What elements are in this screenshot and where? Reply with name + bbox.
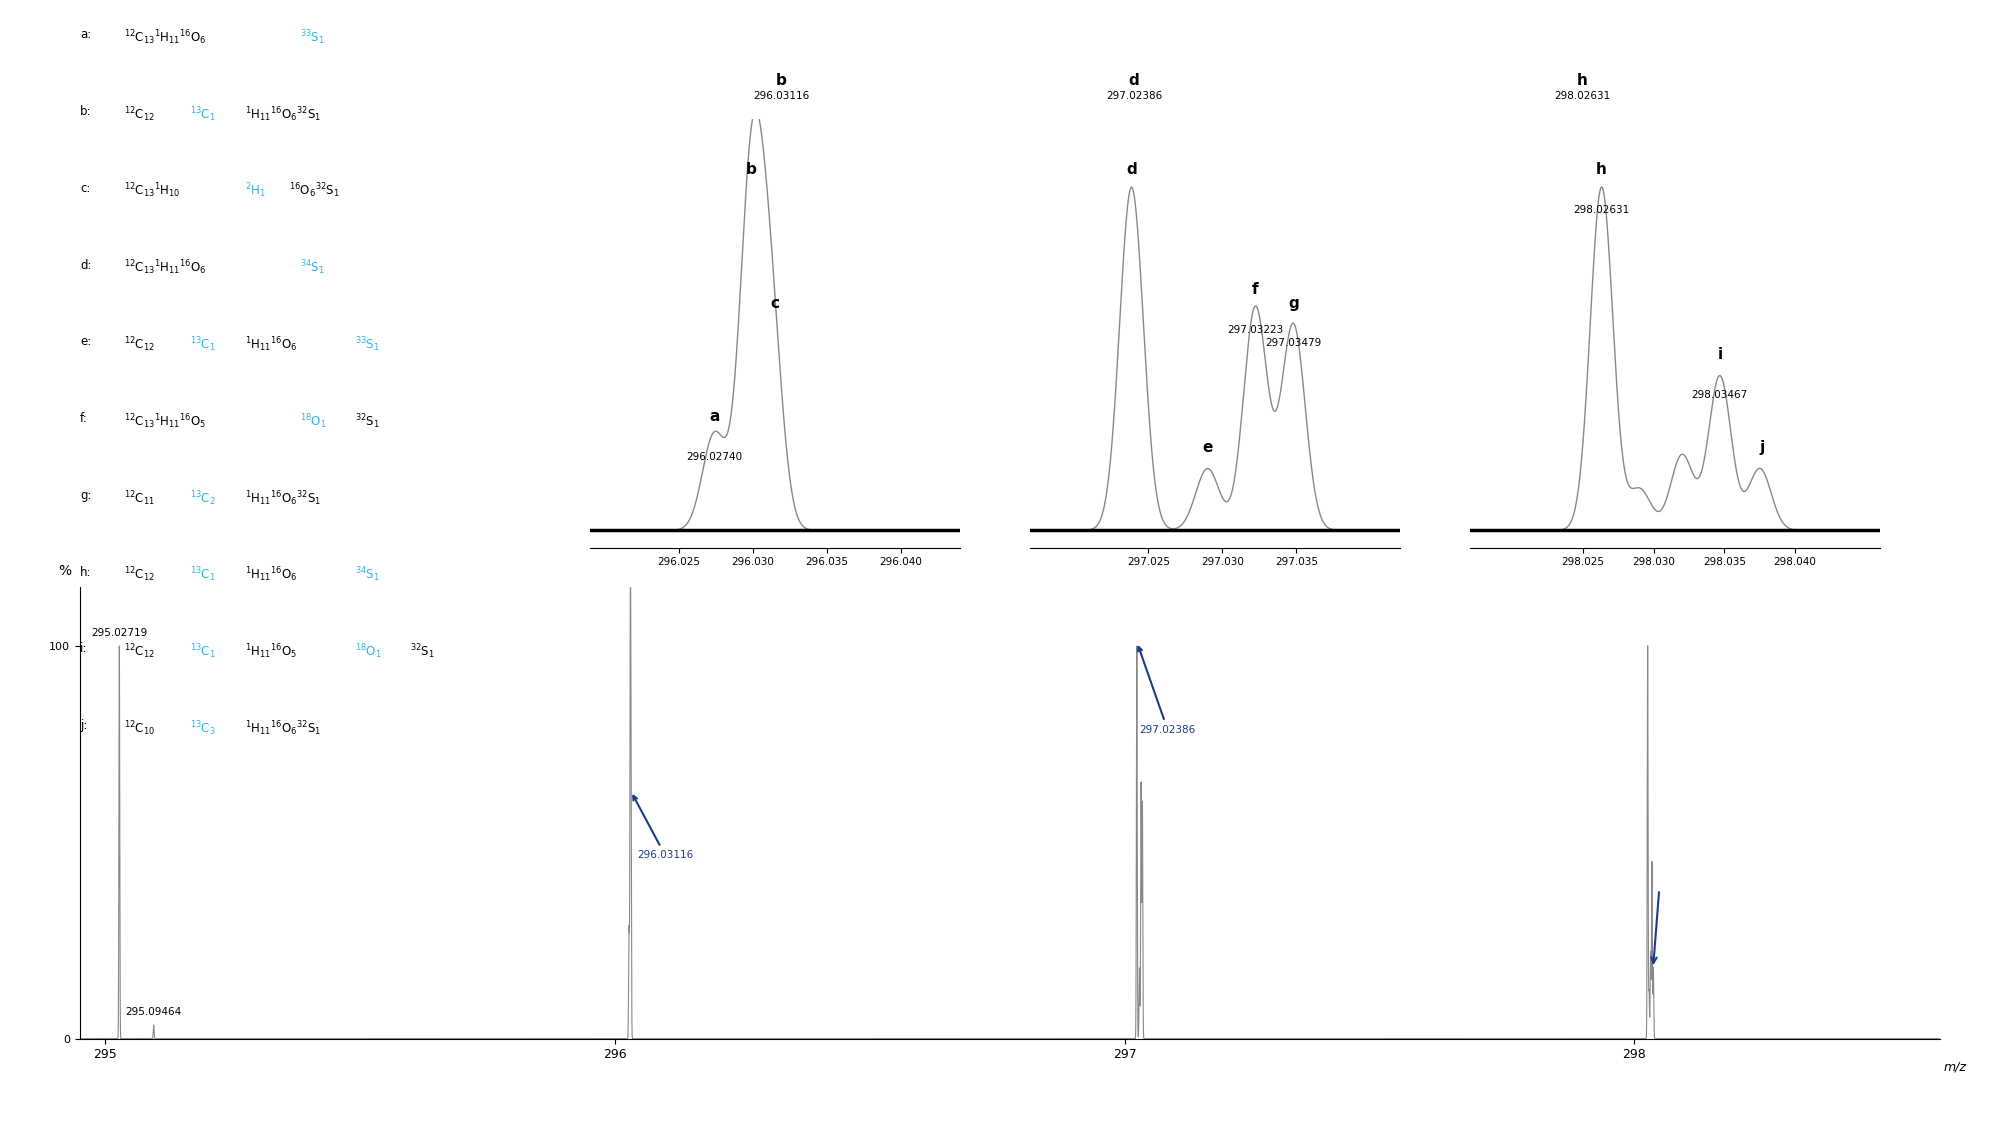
Text: f: f <box>1252 282 1258 297</box>
Text: $^{1}$H$_{11}$$^{16}$O$_{6}$$^{32}$S$_{1}$: $^{1}$H$_{11}$$^{16}$O$_{6}$$^{32}$S$_{1… <box>244 105 322 124</box>
Text: $^{12}$C$_{12}$: $^{12}$C$_{12}$ <box>124 642 154 662</box>
Text: $^{12}$C$_{13}$$^{1}$H$_{11}$$^{16}$O$_{5}$: $^{12}$C$_{13}$$^{1}$H$_{11}$$^{16}$O$_{… <box>124 412 206 431</box>
Text: h:: h: <box>80 566 92 579</box>
Text: d:: d: <box>80 259 92 272</box>
Text: e: e <box>1202 440 1212 455</box>
Text: $^{1}$H$_{11}$$^{16}$O$_{6}$$^{32}$S$_{1}$: $^{1}$H$_{11}$$^{16}$O$_{6}$$^{32}$S$_{1… <box>244 489 322 508</box>
Y-axis label: %: % <box>58 564 72 578</box>
Text: j:: j: <box>80 719 88 733</box>
Text: c: c <box>770 296 778 310</box>
Text: 298.02631: 298.02631 <box>1574 204 1630 215</box>
Text: $^{16}$O$_{6}$$^{32}$S$_{1}$: $^{16}$O$_{6}$$^{32}$S$_{1}$ <box>288 182 340 201</box>
Text: b: b <box>746 161 756 177</box>
Text: g: g <box>1288 296 1298 310</box>
Text: 298.02631: 298.02631 <box>1554 91 1610 102</box>
Text: 297.03479: 297.03479 <box>1266 339 1322 349</box>
Text: 297.03223: 297.03223 <box>1228 325 1284 335</box>
Text: $^{13}$C$_{3}$: $^{13}$C$_{3}$ <box>190 719 216 738</box>
Text: $^{34}$S$_{1}$: $^{34}$S$_{1}$ <box>356 566 380 585</box>
Text: $^{1}$H$_{11}$$^{16}$O$_{6}$$^{32}$S$_{1}$: $^{1}$H$_{11}$$^{16}$O$_{6}$$^{32}$S$_{1… <box>244 719 322 738</box>
Text: h: h <box>1596 161 1608 177</box>
Text: $^{12}$C$_{12}$: $^{12}$C$_{12}$ <box>124 335 154 355</box>
Text: i: i <box>1718 348 1722 362</box>
Text: 297.02386: 297.02386 <box>1106 91 1162 102</box>
Text: $^{18}$O$_{1}$: $^{18}$O$_{1}$ <box>300 412 326 431</box>
Text: $^{12}$C$_{13}$$^{1}$H$_{10}$: $^{12}$C$_{13}$$^{1}$H$_{10}$ <box>124 182 180 201</box>
Text: 297.02386: 297.02386 <box>1138 647 1196 735</box>
Text: $^{1}$H$_{11}$$^{16}$O$_{6}$: $^{1}$H$_{11}$$^{16}$O$_{6}$ <box>244 335 298 355</box>
Text: g:: g: <box>80 489 92 502</box>
Text: $^{13}$C$_{1}$: $^{13}$C$_{1}$ <box>190 566 216 585</box>
Text: c:: c: <box>80 182 90 195</box>
Text: $^{13}$C$_{2}$: $^{13}$C$_{2}$ <box>190 489 216 508</box>
Text: $^{12}$C$_{12}$: $^{12}$C$_{12}$ <box>124 566 154 585</box>
Text: 295.09464: 295.09464 <box>126 1007 182 1017</box>
Text: $^{1}$H$_{11}$$^{16}$O$_{5}$: $^{1}$H$_{11}$$^{16}$O$_{5}$ <box>244 642 298 662</box>
Text: 296.03116: 296.03116 <box>752 91 810 102</box>
Text: $^{18}$O$_{1}$: $^{18}$O$_{1}$ <box>356 642 382 662</box>
Text: 296.02740: 296.02740 <box>686 452 742 462</box>
Text: i:: i: <box>80 642 88 656</box>
Text: $^{33}$S$_{1}$: $^{33}$S$_{1}$ <box>356 335 380 355</box>
Text: $^{34}$S$_{1}$: $^{34}$S$_{1}$ <box>300 259 326 278</box>
Text: h: h <box>1576 72 1588 88</box>
Text: $^{12}$C$_{11}$: $^{12}$C$_{11}$ <box>124 489 154 508</box>
Text: $^{13}$C$_{1}$: $^{13}$C$_{1}$ <box>190 335 216 355</box>
Text: b:: b: <box>80 105 92 119</box>
Text: 298.03467: 298.03467 <box>1692 390 1748 400</box>
Text: b: b <box>776 72 786 88</box>
Text: d: d <box>1126 161 1136 177</box>
Text: a: a <box>710 409 720 425</box>
Text: $^{12}$C$_{13}$$^{1}$H$_{11}$$^{16}$O$_{6}$: $^{12}$C$_{13}$$^{1}$H$_{11}$$^{16}$O$_{… <box>124 28 206 47</box>
Text: e:: e: <box>80 335 92 349</box>
Text: $^{1}$H$_{11}$$^{16}$O$_{6}$: $^{1}$H$_{11}$$^{16}$O$_{6}$ <box>244 566 298 585</box>
Text: 295.02719: 295.02719 <box>92 628 148 638</box>
Text: d: d <box>1128 72 1140 88</box>
Text: $^{32}$S$_{1}$: $^{32}$S$_{1}$ <box>356 412 380 431</box>
Text: f:: f: <box>80 412 88 426</box>
Text: $^{2}$H$_{1}$: $^{2}$H$_{1}$ <box>244 182 266 201</box>
Text: 296.03116: 296.03116 <box>634 796 694 860</box>
Text: a:: a: <box>80 28 92 42</box>
Text: $^{13}$C$_{1}$: $^{13}$C$_{1}$ <box>190 642 216 662</box>
Text: $^{13}$C$_{1}$: $^{13}$C$_{1}$ <box>190 105 216 124</box>
Text: j: j <box>1760 440 1766 455</box>
Text: $^{12}$C$_{10}$: $^{12}$C$_{10}$ <box>124 719 156 738</box>
Text: $^{33}$S$_{1}$: $^{33}$S$_{1}$ <box>300 28 326 47</box>
Text: $^{12}$C$_{13}$$^{1}$H$_{11}$$^{16}$O$_{6}$: $^{12}$C$_{13}$$^{1}$H$_{11}$$^{16}$O$_{… <box>124 259 206 278</box>
Text: $^{12}$C$_{12}$: $^{12}$C$_{12}$ <box>124 105 154 124</box>
Text: m/z: m/z <box>1944 1060 1966 1074</box>
Text: $^{32}$S$_{1}$: $^{32}$S$_{1}$ <box>410 642 436 662</box>
